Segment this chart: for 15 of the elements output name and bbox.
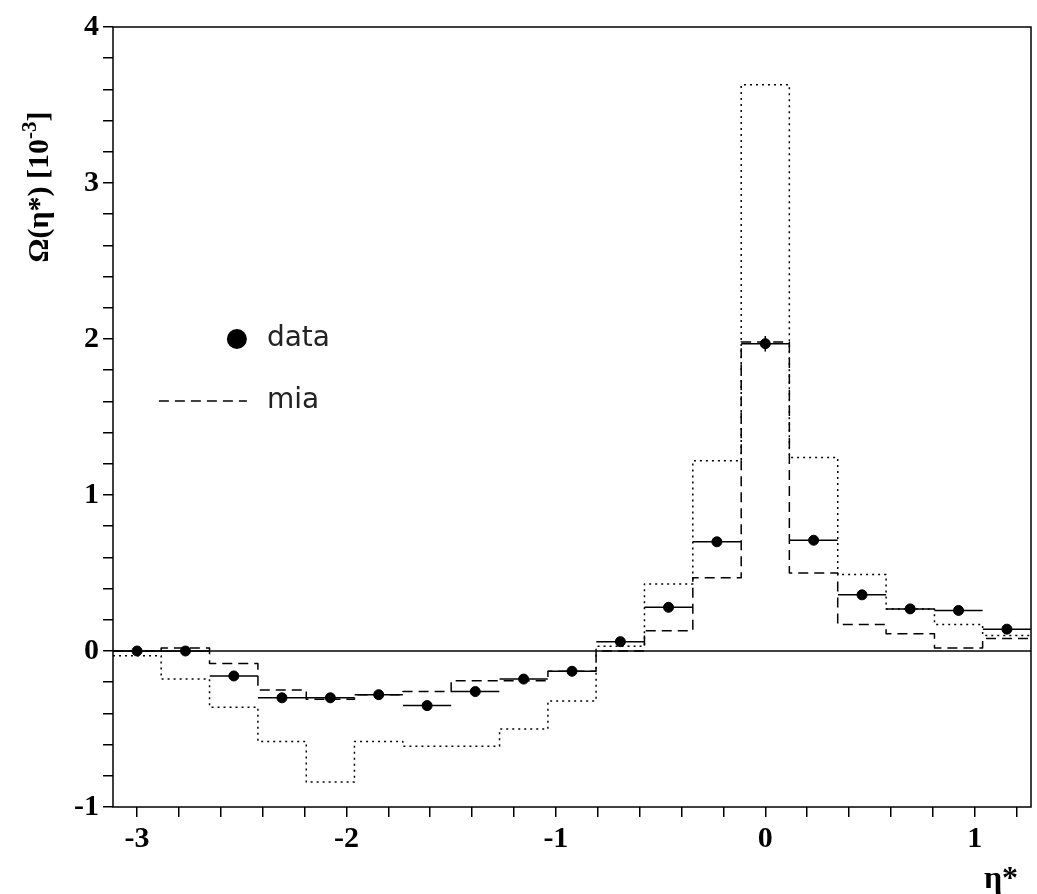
y-tick-label: 4	[84, 7, 99, 41]
legend-label: mia	[266, 382, 320, 416]
x-tick-label: -1	[543, 819, 569, 853]
y-tick-label: 1	[84, 475, 99, 509]
x-tick-label: 0	[757, 819, 773, 853]
x-axis-title: η*	[983, 859, 1019, 894]
legend-label: data	[266, 320, 330, 354]
x-tick-label: 1	[967, 819, 983, 853]
y-tick-label: 3	[84, 163, 99, 197]
x-tick-label: -2	[333, 819, 359, 853]
x-tick-label: -3	[124, 819, 150, 853]
y-tick-label: -1	[74, 787, 99, 821]
y-axis-title: Ω(η*) [10-3]	[17, 111, 55, 263]
y-tick-label: 2	[84, 319, 99, 353]
y-tick-label: 0	[84, 631, 99, 665]
